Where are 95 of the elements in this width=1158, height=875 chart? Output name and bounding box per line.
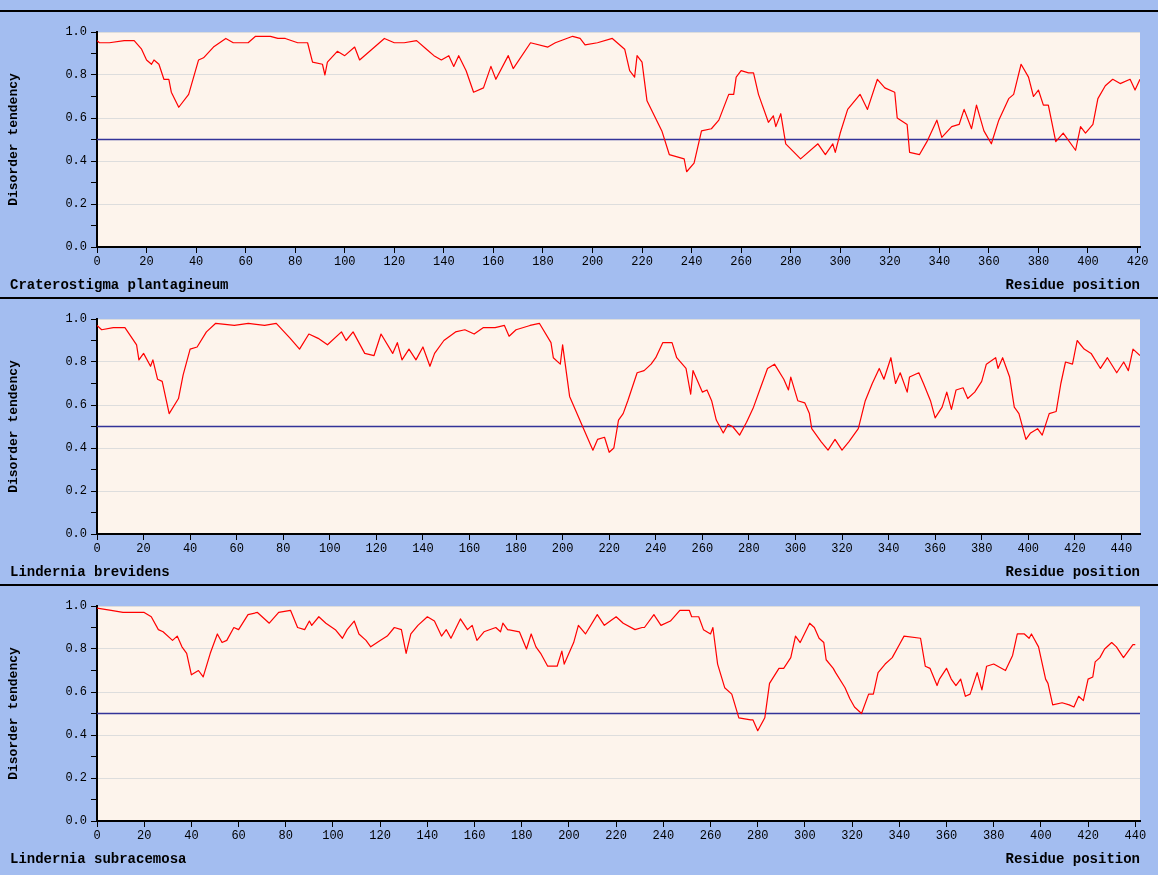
x-tick-label: 400 xyxy=(1077,255,1099,270)
x-tick-label: 420 xyxy=(1077,829,1099,844)
x-tick-label: 380 xyxy=(1027,255,1050,270)
x-tick-label: 80 xyxy=(278,829,293,844)
text: Craterostigma plantagineum xyxy=(10,277,229,293)
x-tick-label: 100 xyxy=(322,829,344,844)
x-tick-label: 440 xyxy=(1124,829,1147,844)
x-tick-label: 160 xyxy=(458,542,481,557)
y-tick-label: 0.6 xyxy=(65,111,87,126)
x-tick-label: 40 xyxy=(188,255,204,270)
text: Lindernia subracemosa xyxy=(10,851,188,867)
y-tick-label: 0.8 xyxy=(65,68,87,83)
x-tick-label: 220 xyxy=(605,829,627,844)
y-axis-title: Disorder tendency xyxy=(6,646,22,780)
x-tick-label: 180 xyxy=(505,542,527,557)
x-tick-label: 440 xyxy=(1110,542,1133,557)
x-tick-label: 240 xyxy=(652,829,675,844)
x-tick-label: 40 xyxy=(184,829,199,844)
y-tick-label: 0.4 xyxy=(65,728,87,743)
x-tick-label: 120 xyxy=(365,542,388,557)
x-tick-label: 180 xyxy=(510,829,533,844)
y-tick-label: 0.8 xyxy=(65,642,87,657)
x-tick-label: 20 xyxy=(136,829,152,844)
x-tick-label: 60 xyxy=(229,542,244,557)
x-axis-title: Residue position xyxy=(1005,851,1140,867)
x-tick-label: 280 xyxy=(738,542,760,557)
x-tick-label: 0 xyxy=(93,829,101,844)
x-tick-label: 260 xyxy=(699,829,722,844)
x-tick-label: 380 xyxy=(970,542,993,557)
x-tick-label: 200 xyxy=(581,255,604,270)
x-tick-label: 120 xyxy=(369,829,391,844)
x-tick-label: 100 xyxy=(333,255,356,270)
x-tick-label: 60 xyxy=(238,255,253,270)
x-tick-label: 260 xyxy=(730,255,752,270)
x-tick-label: 320 xyxy=(841,829,863,844)
x-tick-label: 300 xyxy=(784,542,807,557)
x-tick-label: 100 xyxy=(319,542,341,557)
x-tick-label: 240 xyxy=(680,255,703,270)
x-tick-label: 140 xyxy=(433,255,455,270)
x-tick-label: 0 xyxy=(93,542,101,557)
y-tick-label: 0.0 xyxy=(65,240,87,255)
x-tick-label: 220 xyxy=(598,542,620,557)
x-tick-label: 300 xyxy=(829,255,852,270)
y-tick-label: 1.0 xyxy=(65,25,87,40)
x-tick-label: 340 xyxy=(928,255,951,270)
x-tick-label: 420 xyxy=(1126,255,1149,270)
y-axis-title: Disorder tendency xyxy=(6,359,22,493)
x-tick-label: 380 xyxy=(982,829,1005,844)
y-tick-label: 0.4 xyxy=(65,154,87,169)
x-tick-label: 40 xyxy=(182,542,198,557)
y-tick-label: 0.4 xyxy=(65,441,87,456)
x-tick-label: 140 xyxy=(416,829,439,844)
x-tick-label: 320 xyxy=(831,542,853,557)
text: Lindernia brevidens xyxy=(10,564,170,580)
x-tick-label: 240 xyxy=(644,542,667,557)
x-tick-label: 180 xyxy=(532,255,554,270)
y-tick-label: 0.2 xyxy=(65,197,87,212)
y-tick-label: 0.2 xyxy=(65,771,87,786)
x-axis-title: Residue position xyxy=(1005,564,1140,580)
x-tick-label: 420 xyxy=(1064,542,1086,557)
x-tick-label: 300 xyxy=(794,829,816,844)
x-tick-label: 220 xyxy=(631,255,653,270)
x-tick-label: 340 xyxy=(877,542,900,557)
x-tick-label: 60 xyxy=(231,829,246,844)
x-tick-label: 80 xyxy=(276,542,291,557)
x-tick-label: 200 xyxy=(558,829,580,844)
x-tick-label: 20 xyxy=(136,542,151,557)
y-tick-label: 0.0 xyxy=(65,814,87,829)
x-tick-label: 0 xyxy=(93,255,101,270)
x-tick-label: 400 xyxy=(1030,829,1052,844)
x-tick-label: 340 xyxy=(888,829,911,844)
x-tick-label: 200 xyxy=(551,542,574,557)
x-tick-label: 20 xyxy=(139,255,154,270)
y-tick-label: 0.0 xyxy=(65,527,87,542)
x-tick-label: 360 xyxy=(935,829,958,844)
x-tick-label: 280 xyxy=(746,829,769,844)
y-tick-label: 0.8 xyxy=(65,355,87,370)
x-tick-label: 280 xyxy=(779,255,802,270)
x-tick-label: 260 xyxy=(691,542,714,557)
y-tick-label: 0.6 xyxy=(65,398,87,413)
y-tick-label: 0.2 xyxy=(65,484,87,499)
x-tick-label: 320 xyxy=(878,255,901,270)
x-tick-label: 160 xyxy=(463,829,486,844)
y-tick-label: 0.6 xyxy=(65,685,87,700)
y-tick-label: 1.0 xyxy=(65,599,87,614)
x-tick-label: 160 xyxy=(482,255,505,270)
x-tick-label: 120 xyxy=(383,255,406,270)
x-axis-title: Residue position xyxy=(1005,277,1140,293)
x-tick-label: 360 xyxy=(978,255,1000,270)
x-tick-label: 400 xyxy=(1017,542,1040,557)
x-tick-label: 80 xyxy=(287,255,303,270)
y-tick-label: 1.0 xyxy=(65,312,87,327)
x-tick-label: 140 xyxy=(412,542,434,557)
x-tick-label: 360 xyxy=(924,542,946,557)
y-axis-title: Disorder tendency xyxy=(6,72,22,206)
